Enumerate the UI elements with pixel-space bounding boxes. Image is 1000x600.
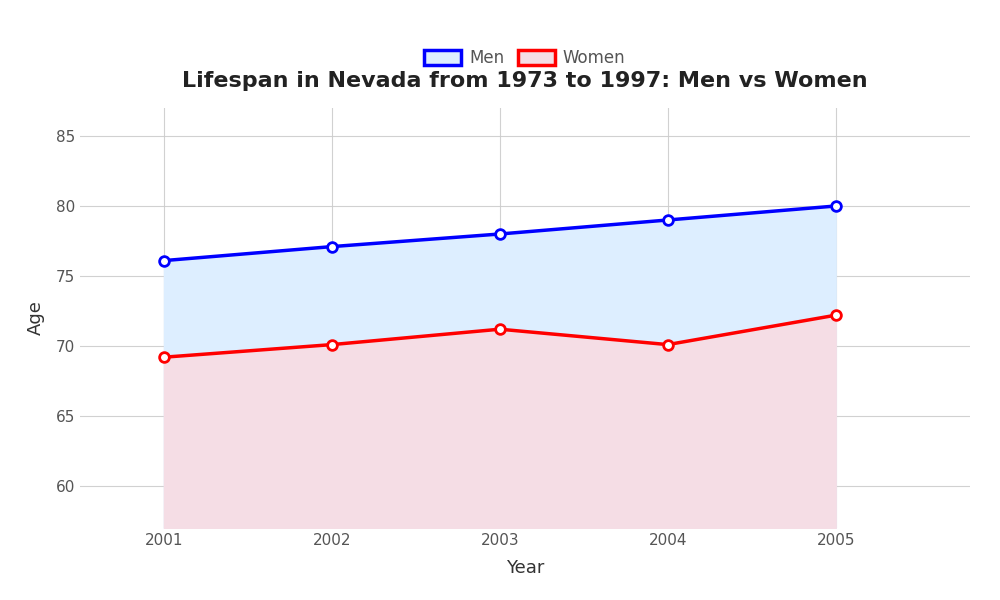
Title: Lifespan in Nevada from 1973 to 1997: Men vs Women: Lifespan in Nevada from 1973 to 1997: Me… <box>182 71 868 91</box>
Y-axis label: Age: Age <box>27 301 45 335</box>
Legend: Men, Women: Men, Women <box>416 41 634 76</box>
X-axis label: Year: Year <box>506 559 544 577</box>
